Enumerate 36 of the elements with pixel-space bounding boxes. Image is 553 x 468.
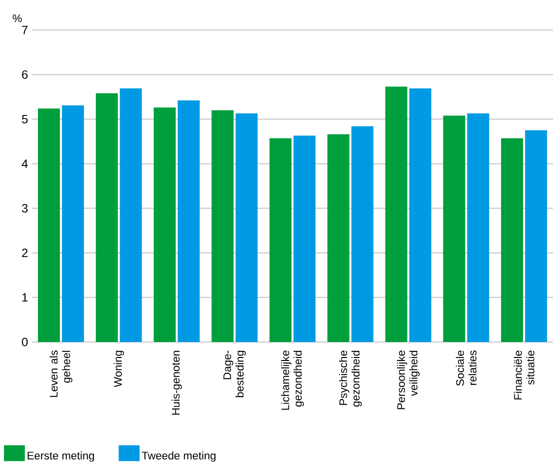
x-tick-label: Dage-besteding (223, 350, 246, 398)
bar (351, 126, 374, 342)
bar (467, 113, 490, 342)
x-tick-label: Leven als geheel (50, 350, 72, 397)
bar (236, 113, 258, 342)
bar (294, 136, 316, 342)
bar (178, 100, 200, 342)
bar (96, 93, 118, 342)
y-tick-label: 0 (22, 338, 28, 346)
bar (327, 134, 350, 342)
bar (270, 138, 292, 342)
bar (212, 110, 234, 342)
bar (409, 88, 432, 342)
bar (501, 138, 524, 342)
y-tick-label: 7 (22, 26, 28, 34)
legend-label: Eerste meting (28, 451, 94, 462)
y-tick-label: 5 (22, 114, 28, 124)
bar (154, 108, 176, 342)
y-tick-label: 4 (22, 160, 28, 168)
bar (62, 105, 84, 342)
x-tick-label: Woning (114, 350, 124, 388)
bar (38, 108, 60, 342)
bar (385, 86, 408, 342)
bar (120, 88, 142, 342)
x-tick-label: Financiële situatie (514, 350, 534, 400)
y-tick-label: 1 (22, 293, 28, 302)
y-tick-label: 6 (22, 70, 28, 79)
bar (443, 116, 466, 342)
y-axis-title: % (12, 14, 22, 22)
y-tick-label: 3 (22, 204, 28, 213)
legend-label: Tweede meting (142, 451, 216, 462)
x-tick-label: Huis-genoten (172, 350, 182, 415)
x-tick-label: Lichamelijke gezondheid (281, 350, 304, 410)
bar (525, 130, 548, 342)
y-tick-label: 2 (22, 248, 28, 258)
x-tick-label: Sociale relaties (456, 350, 476, 386)
